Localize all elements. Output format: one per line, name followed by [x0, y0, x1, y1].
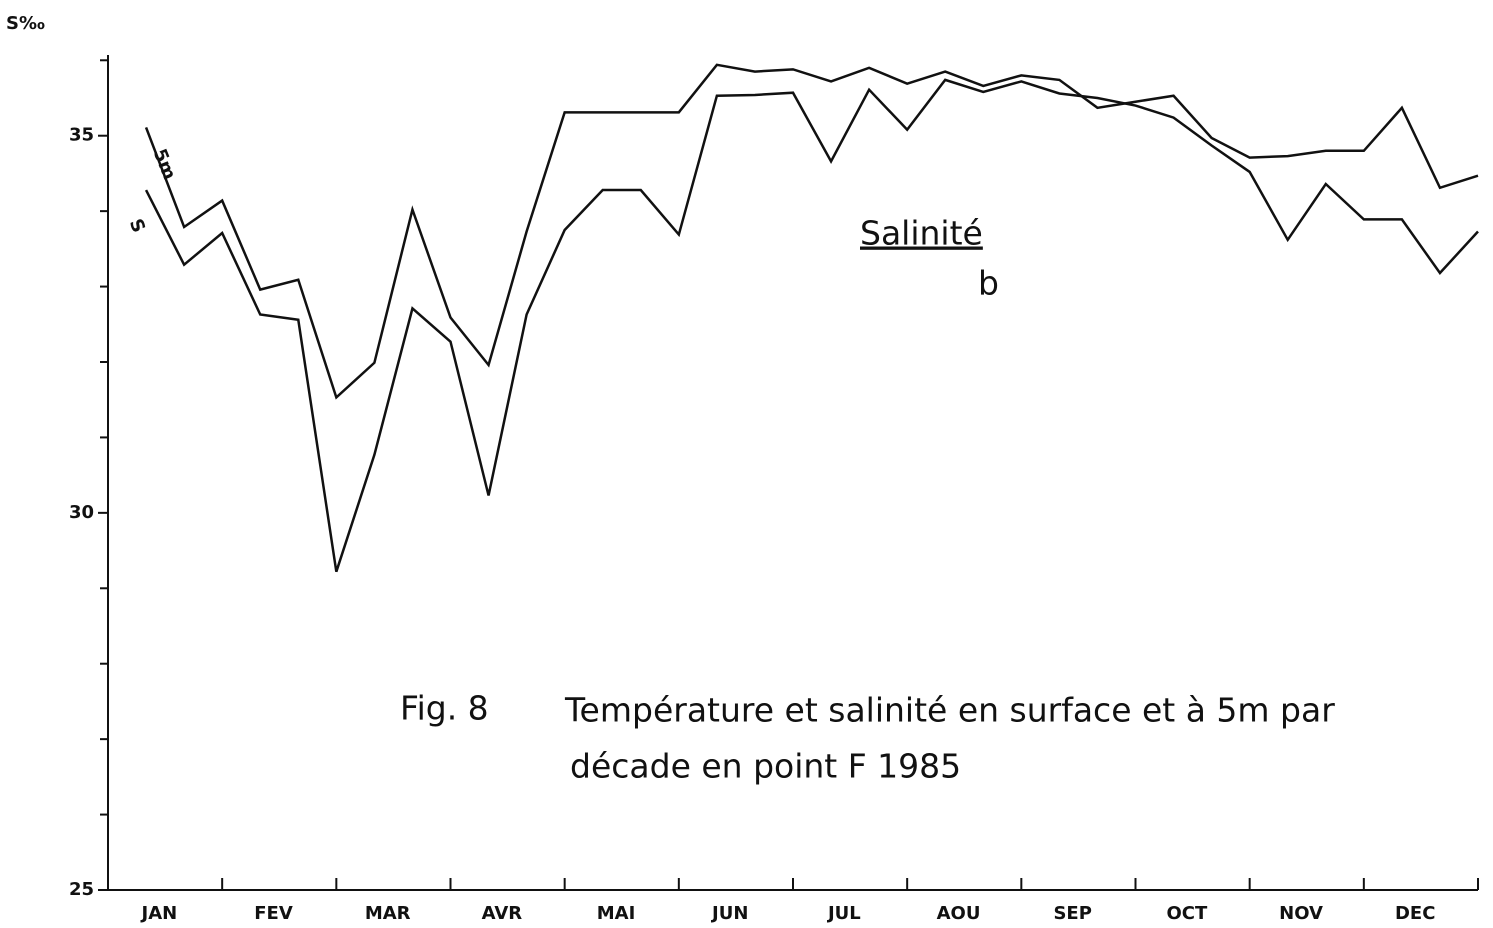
caption-line: Température et salinité en surface et à …	[564, 691, 1335, 730]
x-tick-label: MAI	[597, 903, 636, 924]
y-axis-label: S‰	[6, 13, 45, 34]
x-tick-label: JUN	[710, 903, 748, 924]
x-tick-label: SEP	[1053, 903, 1091, 924]
line	[144, 63, 1479, 400]
annotation: Salinité	[860, 214, 983, 253]
x-tick-label: DEC	[1395, 903, 1435, 924]
x-tick-label: JUL	[826, 903, 861, 924]
series-label: S	[125, 216, 149, 236]
x-tick-label: FEV	[254, 903, 293, 924]
panel-label: b	[978, 264, 999, 303]
x-tick-label: MAR	[365, 903, 411, 924]
line	[144, 78, 1479, 573]
x-tick-label: AOU	[937, 903, 981, 924]
caption-line: décade en point F 1985	[570, 747, 961, 786]
y-tick-label: 25	[69, 879, 94, 900]
x-tick-label: NOV	[1279, 903, 1323, 924]
x-tick-label: JAN	[140, 903, 178, 924]
y-tick-label: 30	[69, 502, 94, 523]
y-tick-label: 35	[69, 125, 94, 146]
figure-label: Fig. 8	[400, 689, 489, 728]
x-tick-label: AVR	[482, 903, 523, 924]
x-tick-label: OCT	[1166, 903, 1208, 924]
